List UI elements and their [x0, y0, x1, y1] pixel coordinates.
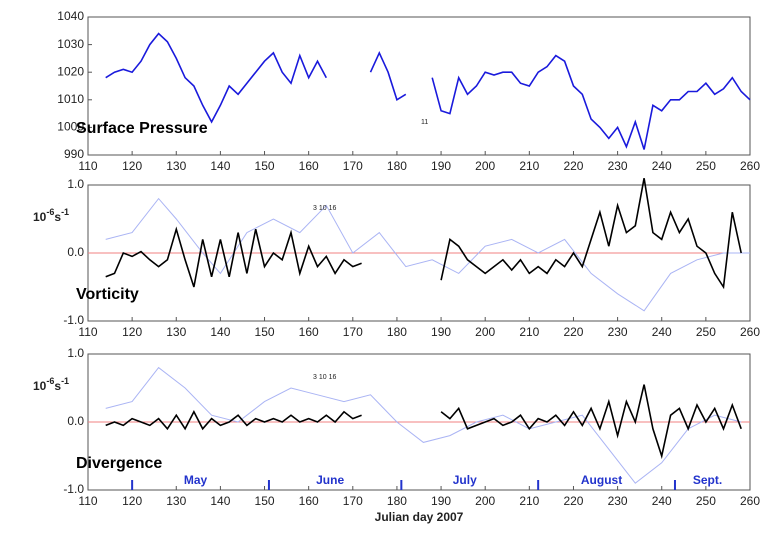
x-tick-label: 190: [431, 325, 451, 339]
x-tick-label: 250: [696, 159, 716, 173]
x-tick-label: 200: [475, 325, 495, 339]
x-tick-label: 140: [210, 325, 230, 339]
y-label-part: 10: [33, 210, 47, 224]
x-axis-label: Julian day 2007: [375, 510, 464, 524]
y-label-part: s: [54, 210, 61, 224]
data-line: [105, 384, 742, 460]
x-tick-label: 190: [431, 494, 451, 508]
plot-frame: [87, 16, 751, 156]
x-tick-label: 150: [255, 325, 275, 339]
x-tick-label: 170: [343, 159, 363, 173]
y-tick-label: 1010: [57, 92, 84, 106]
y-label-part: -6: [46, 376, 54, 386]
x-tick-label: 230: [608, 325, 628, 339]
data-line: [105, 32, 751, 150]
data-line: [105, 197, 750, 312]
x-tick-label: 230: [608, 494, 628, 508]
x-tick-label: 180: [387, 325, 407, 339]
y-tick-label: -1.0: [63, 482, 84, 496]
x-tick-label: 210: [519, 159, 539, 173]
annotation: 3 10 16: [313, 205, 336, 212]
x-tick-label: 260: [740, 494, 760, 508]
x-tick-label: 190: [431, 159, 451, 173]
y-label: 10-6s-1: [33, 376, 69, 393]
x-tick-label: 170: [343, 494, 363, 508]
x-tick-label: 180: [387, 159, 407, 173]
y-tick-label: 1030: [57, 37, 84, 51]
x-tick-label: 130: [166, 159, 186, 173]
x-tick-label: 140: [210, 494, 230, 508]
panel-label: Vorticity: [76, 286, 139, 303]
y-tick-label: 1000: [57, 120, 84, 134]
y-tick-label: 0.0: [67, 414, 84, 428]
panel-label: Divergence: [76, 455, 162, 472]
month-label: Sept.: [693, 473, 722, 487]
month-label: August: [581, 473, 622, 487]
y-tick-label: 1040: [57, 9, 84, 23]
y-tick-label: -1.0: [63, 313, 84, 327]
x-tick-label: 260: [740, 159, 760, 173]
x-tick-label: 110: [78, 325, 97, 339]
x-tick-label: 150: [255, 494, 275, 508]
x-tick-label: 220: [563, 494, 583, 508]
x-tick-label: 120: [122, 494, 142, 508]
annotation: 11: [421, 119, 428, 126]
x-tick-label: 110: [78, 494, 97, 508]
x-tick-label: 160: [299, 494, 319, 508]
panel-label: Surface Pressure: [76, 120, 208, 137]
x-tick-label: 130: [166, 494, 186, 508]
x-tick-label: 130: [166, 325, 186, 339]
x-tick-label: 120: [122, 159, 142, 173]
x-tick-label: 220: [563, 325, 583, 339]
x-tick-label: 200: [475, 494, 495, 508]
x-tick-label: 260: [740, 325, 760, 339]
month-label: May: [184, 473, 208, 487]
data-line: [105, 366, 742, 484]
y-label: 10-6s-1: [33, 207, 69, 224]
x-tick-label: 250: [696, 325, 716, 339]
x-tick-label: 240: [652, 325, 672, 339]
x-tick-label: 160: [299, 159, 319, 173]
data-line: [105, 178, 742, 290]
x-tick-label: 230: [608, 159, 628, 173]
x-tick-label: 140: [210, 159, 230, 173]
x-tick-label: 160: [299, 325, 319, 339]
x-tick-label: 240: [652, 159, 672, 173]
y-tick-label: 1.0: [67, 177, 84, 191]
y-tick-label: 0.0: [67, 245, 84, 259]
y-label-part: -1: [61, 207, 69, 217]
x-tick-label: 220: [563, 159, 583, 173]
x-tick-label: 250: [696, 494, 716, 508]
month-label: June: [316, 473, 344, 487]
y-label-part: 10: [33, 379, 47, 393]
y-tick-label: 1.0: [67, 346, 84, 360]
month-label: July: [453, 473, 477, 487]
x-tick-label: 150: [255, 159, 275, 173]
y-label-part: -6: [46, 207, 54, 217]
x-tick-label: 210: [519, 494, 539, 508]
y-tick-label: 990: [64, 147, 84, 161]
x-tick-label: 110: [78, 159, 97, 173]
annotation: 3 10 16: [313, 374, 336, 381]
y-label-part: -1: [61, 376, 69, 386]
x-tick-label: 180: [387, 494, 407, 508]
x-tick-label: 120: [122, 325, 142, 339]
x-tick-label: 240: [652, 494, 672, 508]
y-label-part: s: [54, 379, 61, 393]
y-tick-label: 1020: [57, 64, 84, 78]
x-tick-label: 200: [475, 159, 495, 173]
x-tick-label: 170: [343, 325, 363, 339]
x-tick-label: 210: [519, 325, 539, 339]
